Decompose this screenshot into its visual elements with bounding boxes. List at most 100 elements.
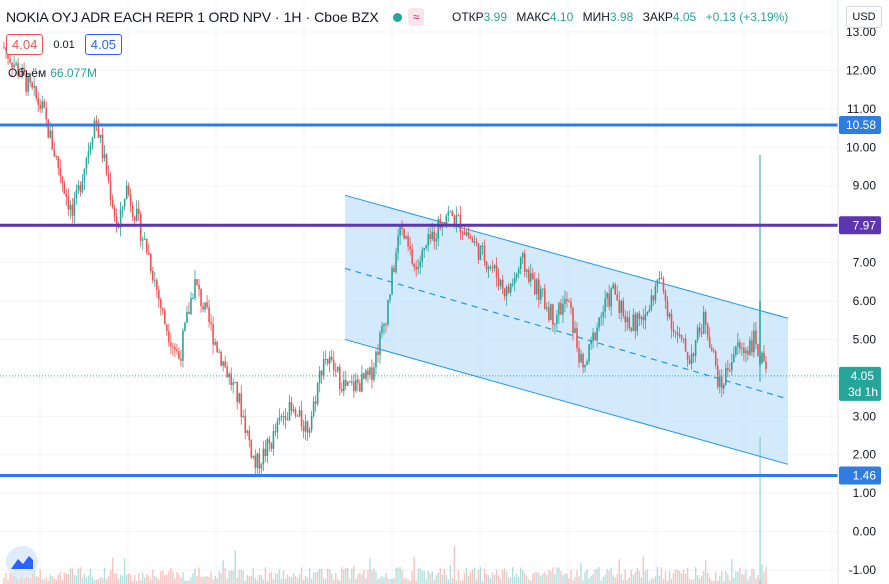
- volume-bar: [648, 580, 651, 584]
- candle-body: [479, 245, 482, 261]
- candle-body: [318, 370, 321, 384]
- candle-body: [660, 278, 663, 280]
- candle-body: [690, 353, 693, 364]
- tradingview-logo-icon[interactable]: [6, 546, 38, 578]
- candle-body: [322, 359, 325, 376]
- volume-bar: [25, 571, 27, 584]
- candle-body: [204, 302, 206, 310]
- candle-body: [409, 246, 411, 250]
- candle-body: [244, 416, 247, 433]
- candle-body: [105, 154, 108, 175]
- candle-body: [620, 300, 623, 313]
- volume-bar: [347, 567, 349, 584]
- price-tick-label: 9.00: [853, 179, 877, 193]
- volume-bar: [282, 570, 285, 584]
- volume-bar: [686, 567, 689, 584]
- volume-bar: [37, 577, 39, 584]
- candle-body: [471, 238, 474, 243]
- candle-body: [87, 151, 90, 159]
- candle-body: [43, 101, 46, 108]
- volume-bar: [702, 570, 705, 584]
- candle-body: [636, 313, 639, 332]
- candle-body: [642, 317, 645, 321]
- volume-bar: [83, 573, 86, 584]
- candle-body: [656, 279, 659, 287]
- volume-bar: [105, 579, 108, 584]
- volume-bar: [222, 560, 224, 584]
- candle-body: [308, 430, 311, 433]
- candle-body: [632, 314, 635, 331]
- volume-bar: [329, 569, 331, 584]
- data-delay-badge[interactable]: ≈: [407, 8, 425, 26]
- candle-body: [33, 86, 35, 88]
- volume-bar: [445, 575, 448, 584]
- volume-bar: [103, 567, 106, 584]
- candle-body: [83, 168, 86, 181]
- candle-body: [712, 350, 715, 352]
- candle-body: [515, 273, 518, 278]
- buy-button[interactable]: 4.05: [84, 34, 123, 55]
- candle-body: [290, 402, 293, 411]
- candle-body: [296, 415, 299, 417]
- volume-bar: [23, 577, 25, 584]
- volume-bar: [65, 573, 68, 584]
- currency-button[interactable]: USD: [846, 6, 882, 28]
- price-tick-label: 11.00: [847, 102, 876, 116]
- candle-body: [706, 324, 709, 337]
- candle-body: [475, 241, 478, 244]
- candle-body: [73, 198, 76, 216]
- volume-bar: [339, 580, 341, 584]
- volume-bar: [423, 570, 425, 584]
- volume-bar: [331, 573, 333, 584]
- candle-body: [761, 352, 763, 364]
- candle-body: [670, 313, 673, 330]
- candle-body: [381, 326, 383, 334]
- price-tick-label: 10.00: [846, 140, 876, 154]
- candle-body: [586, 361, 588, 365]
- volume-bar: [232, 570, 234, 584]
- candle-body: [521, 253, 524, 258]
- volume-bar: [119, 574, 122, 584]
- candle-body: [525, 269, 528, 272]
- candle-body: [483, 245, 486, 262]
- candle-body: [638, 313, 641, 319]
- volume-bar: [509, 577, 512, 584]
- volume-bar: [324, 579, 327, 584]
- candle-body: [503, 288, 506, 297]
- volume-bar: [196, 576, 198, 584]
- candle-body: [399, 225, 401, 236]
- candle-body: [592, 332, 594, 340]
- candle-body: [192, 298, 194, 300]
- volume-bar: [190, 577, 192, 584]
- candle-body: [427, 234, 430, 246]
- candle-body: [710, 347, 713, 351]
- volume-bar: [413, 556, 415, 584]
- candle-body: [200, 289, 202, 307]
- volume-bar: [425, 579, 427, 584]
- candle-body: [666, 300, 669, 317]
- symbol-title[interactable]: NOKIA OYJ ADR EACH REPR 1 ORD NPV: [6, 9, 271, 25]
- volume-bar: [218, 571, 220, 584]
- volume-bar: [640, 577, 643, 584]
- candle-body: [751, 340, 753, 353]
- volume-bar: [614, 577, 616, 584]
- volume-bar: [538, 572, 540, 584]
- candle-body: [302, 426, 305, 432]
- candle-body: [188, 312, 190, 315]
- candle-body: [477, 243, 480, 261]
- candle-body: [640, 317, 643, 319]
- candle-body: [228, 373, 230, 378]
- candle-body: [61, 176, 64, 184]
- candle-body: [576, 328, 578, 349]
- price-tick-label: 1.00: [853, 486, 877, 500]
- volume-bar: [51, 576, 53, 584]
- volume-bar: [646, 569, 649, 584]
- interval-label[interactable]: 1H: [283, 9, 302, 25]
- volume-bar: [89, 568, 92, 584]
- candle-body: [9, 58, 11, 63]
- candle-body: [487, 267, 490, 270]
- candle-body: [182, 330, 184, 361]
- sell-button[interactable]: 4.04: [6, 34, 44, 55]
- volume-bar: [765, 566, 767, 584]
